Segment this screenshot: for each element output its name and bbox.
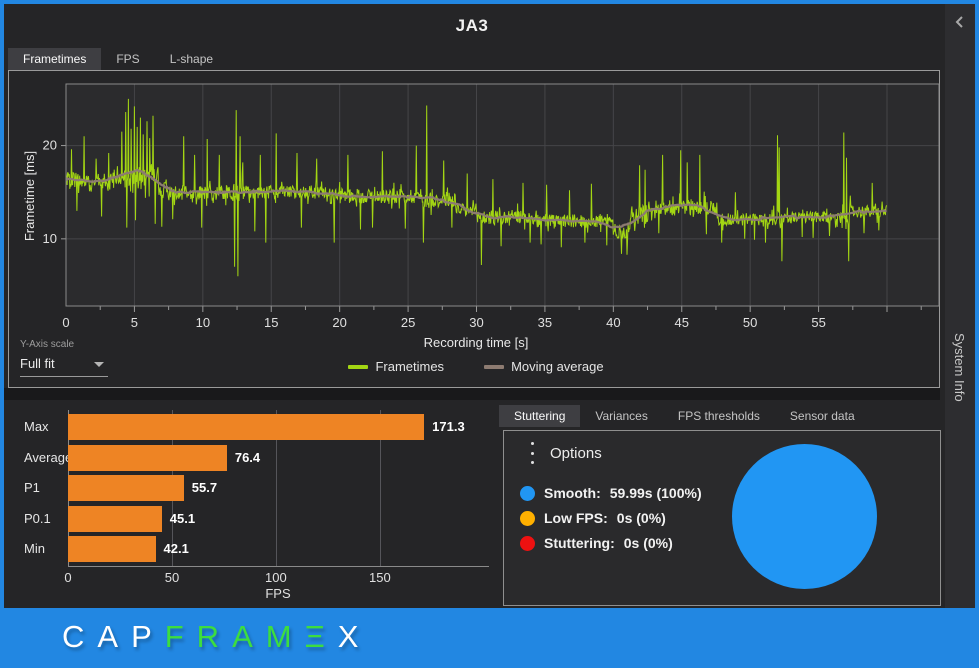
legend-dot-icon [520,510,535,526]
svg-text:15: 15 [264,315,278,330]
legend-dot-icon [520,485,535,501]
bar-p0.1 [68,505,162,532]
svg-text:25: 25 [401,315,415,330]
bar-value-label: 45.1 [169,510,196,526]
chart-tab-bar: Frametimes FPS L-shape [8,48,228,70]
bar-category-label: P1 [24,480,40,496]
system-info-flyout[interactable]: System Info [945,4,975,608]
stuttering-pie-chart [732,444,877,589]
bar-category-label: Max [24,419,49,434]
tab-variances[interactable]: Variances [595,409,648,423]
svg-text:55: 55 [811,315,825,330]
page-title: JA3 [455,16,489,35]
tab-sensor-data[interactable]: Sensor data [789,409,855,423]
gridline [379,410,381,566]
legend-value: 59.99s (100%) [609,485,702,501]
bar-axis-tick: 100 [265,570,287,585]
legend-label: Moving average [511,359,604,374]
footer-bar: CAPFRAMΞX [4,608,975,664]
expand-left-icon[interactable] [953,14,967,30]
svg-text:20: 20 [332,315,346,330]
tab-frametimes[interactable]: Frametimes [8,48,102,70]
y-axis-title: Frametime [ms] [22,150,37,242]
bar-value-label: 171.3 [432,419,465,434]
svg-text:30: 30 [469,315,483,330]
bar-average [68,444,227,471]
bar-axis-tick: 0 [64,570,72,585]
legend-value: 0s (0%) [623,535,673,551]
bar-value-label: 76.4 [234,449,261,465]
logo-segment: X [337,619,372,654]
frametime-chart-panel: 10 20 0 5 10 15 20 25 30 35 40 45 50 55 Frametime [ms… [8,70,940,388]
svg-text:0: 0 [62,315,69,330]
analysis-tab-bar: Stuttering Variances FPS thresholds Sens… [499,405,870,427]
logo-segment: FRAM [164,619,305,654]
legend-label: Frametimes [375,359,445,374]
legend-item-moving-average: Moving average [484,359,604,374]
stuttering-legend-item: Low FPS: 0s (0%) [520,510,702,526]
logo-segment: CAP [62,619,165,654]
bar-axis-tick: 50 [164,570,180,585]
frametimes-swatch [348,364,369,369]
bar-category-label: Average [24,449,73,465]
legend-label: Low FPS: [544,510,608,526]
svg-text:5: 5 [131,315,138,330]
svg-text:40: 40 [606,315,620,330]
bar-category-label: P0.1 [24,510,51,526]
svg-text:45: 45 [675,315,689,330]
svg-text:35: 35 [538,315,552,330]
svg-text:10: 10 [43,231,57,246]
bar-max [68,414,425,440]
tab-stuttering[interactable]: Stuttering [499,405,581,427]
stuttering-legend: Smooth: 59.99s (100%) Low FPS: 0s (0%) Stutt… [520,485,702,551]
y-axis-scale-dropdown[interactable]: Full fit [20,353,108,377]
logo-segment: Ξ [304,619,338,654]
bar-baseline [68,566,489,567]
bar-p1 [68,475,184,502]
bar-value-label: 55.7 [191,480,218,496]
y-axis-scale-value: Full fit [20,356,55,371]
tab-fps[interactable]: FPS [116,52,140,66]
moving-average-swatch [484,364,505,369]
legend-dot-icon [520,535,535,551]
capframex-logo: CAPFRAMΞX [62,619,371,655]
legend-value: 0s (0%) [616,510,666,526]
chevron-down-icon [94,362,104,367]
svg-text:50: 50 [743,315,757,330]
options-menu-button[interactable] [525,442,539,464]
tab-fps-thresholds[interactable]: FPS thresholds [677,409,760,423]
stuttering-legend-item: Smooth: 59.99s (100%) [520,485,702,501]
bar-chart-x-label: FPS [265,586,291,601]
fps-bar-chart: FPS 0 50 100 150 Max 171.3 Average 76.4 P1 55.7 P0… [10,400,495,604]
chart-legend: Frametimes Moving average [66,359,886,374]
legend-item-frametimes: Frametimes [348,359,444,374]
options-title: Options [550,445,602,462]
svg-text:10: 10 [196,315,210,330]
panel-separator [4,388,940,400]
legend-label: Stuttering: [544,535,615,551]
y-axis-scale-label: Y-Axis scale [20,339,75,350]
bar-value-label: 42.1 [163,541,189,557]
stuttering-panel: Options Smooth: 59.99s (100%) Low FPS: 0s (… [503,430,941,606]
legend-label: Smooth: [544,485,601,501]
system-info-label: System Info [952,333,967,402]
tab-l-shape[interactable]: L-shape [169,52,214,66]
bar-min [68,536,156,563]
stuttering-legend-item: Stuttering: 0s (0%) [520,535,702,551]
svg-text:20: 20 [43,138,57,153]
bar-category-label: Min [24,541,45,557]
bar-axis-tick: 150 [369,570,391,585]
x-axis-title: Recording time [s] [423,335,529,350]
gridline [275,410,277,566]
frametime-plot-svg[interactable]: 10 20 0 5 10 15 20 25 30 35 40 45 50 55 [9,71,941,389]
